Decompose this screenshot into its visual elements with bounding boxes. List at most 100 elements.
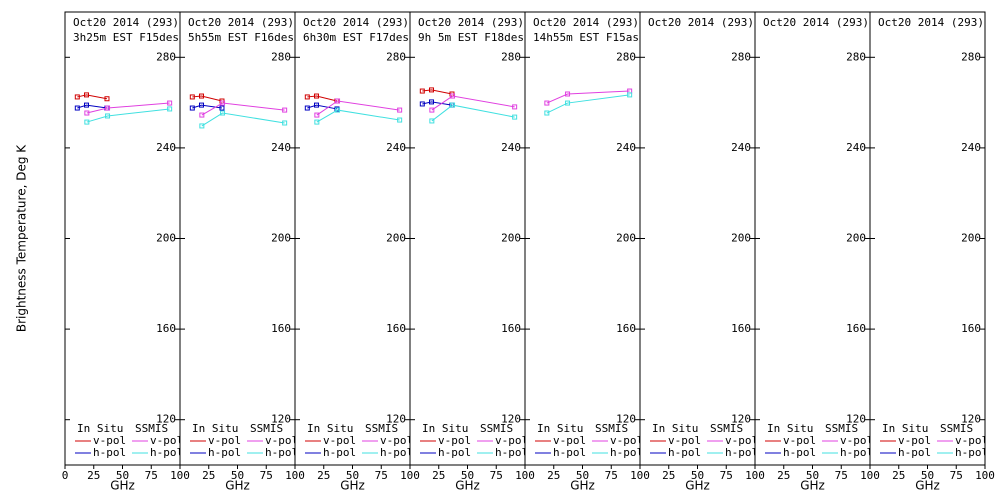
point-marker	[304, 105, 310, 111]
point-marker	[397, 117, 403, 123]
panel-title: Oct20 2014 (293)	[763, 16, 869, 29]
legend-header: In Situ	[192, 422, 238, 435]
series-line	[192, 95, 223, 102]
point-marker	[199, 102, 205, 108]
y-tick-label: 200	[386, 232, 406, 245]
point-marker	[429, 107, 435, 113]
series-line	[546, 90, 630, 104]
point-marker	[512, 114, 518, 120]
series-line	[77, 104, 108, 109]
legend-label: h-pol	[380, 446, 413, 459]
legend-label: v-pol	[955, 434, 988, 447]
point-marker	[314, 93, 320, 99]
panel: Oct20 2014 (293) 120 160 200 240 280 In Situ SS…	[648, 16, 758, 459]
y-tick-label: 200	[271, 232, 291, 245]
y-tick-label: 160	[386, 322, 406, 335]
y-tick-label: 280	[961, 50, 981, 63]
y-tick-label: 200	[156, 232, 176, 245]
legend-label: v-pol	[610, 434, 643, 447]
series-line	[422, 101, 453, 106]
point-marker	[199, 93, 205, 99]
panel: Oct20 2014 (293) 120 160 200 240 280 In Situ SS…	[763, 16, 873, 459]
point-marker	[105, 105, 111, 111]
x-tick-label: 50	[346, 469, 359, 482]
panel-title: Oct20 2014 (293)	[303, 16, 409, 29]
x-axis-label: GHz	[340, 479, 365, 493]
point-marker	[84, 119, 90, 125]
panel-title: Oct20 2014 (293)	[878, 16, 984, 29]
x-tick-label: 25	[202, 469, 215, 482]
y-tick-label: 120	[386, 413, 406, 426]
x-tick-label: 25	[777, 469, 790, 482]
point-marker	[419, 88, 425, 94]
point-marker	[282, 120, 288, 126]
series-line	[307, 95, 338, 102]
legend-header: In Situ	[537, 422, 583, 435]
legend-label: h-pol	[495, 446, 528, 459]
y-tick-label: 120	[156, 413, 176, 426]
panel: Oct20 2014 (293) 3h25m EST F15des 120 160 20…	[73, 16, 183, 459]
series-line	[201, 112, 285, 127]
legend-label: h-pol	[783, 446, 816, 459]
point-marker	[199, 123, 205, 129]
legend-label: h-pol	[898, 446, 931, 459]
legend-header: SSMIS	[595, 422, 628, 435]
point-marker	[74, 94, 80, 100]
panel: Oct20 2014 (293) 9h 5m EST F18des 120 160 20…	[418, 16, 528, 459]
point-marker	[314, 112, 320, 118]
point-marker	[429, 87, 435, 93]
x-tick-label: 100	[860, 469, 880, 482]
x-tick-label: 25	[547, 469, 560, 482]
y-tick-label: 240	[731, 141, 751, 154]
y-tick-label: 120	[271, 413, 291, 426]
legend-label: v-pol	[553, 434, 586, 447]
x-tick-label: 75	[145, 469, 158, 482]
legend-header: SSMIS	[940, 422, 973, 435]
y-tick-label: 240	[501, 141, 521, 154]
y-tick-label: 160	[156, 322, 176, 335]
legend-header: SSMIS	[825, 422, 858, 435]
legend-header: In Situ	[882, 422, 928, 435]
y-tick-label: 280	[271, 50, 291, 63]
panel-title: Oct20 2014 (293)	[188, 16, 294, 29]
point-marker	[429, 118, 435, 124]
panel-subtitle: 6h30m EST F17des	[303, 31, 409, 44]
point-marker	[314, 119, 320, 125]
y-tick-label: 160	[616, 322, 636, 335]
x-tick-label: 100	[285, 469, 305, 482]
x-tick-label: 75	[375, 469, 388, 482]
point-marker	[220, 100, 226, 106]
legend-label: h-pol	[955, 446, 988, 459]
point-marker	[304, 94, 310, 100]
point-marker	[544, 100, 550, 106]
y-axis-label: Brightness Temperature, Deg K	[15, 144, 29, 332]
legend-label: v-pol	[150, 434, 183, 447]
y-tick-label: 240	[156, 141, 176, 154]
legend-header: SSMIS	[365, 422, 398, 435]
legend-header: In Situ	[307, 422, 353, 435]
legend-label: h-pol	[725, 446, 758, 459]
legend-label: v-pol	[840, 434, 873, 447]
legend-label: v-pol	[208, 434, 241, 447]
x-axis-label: GHz	[915, 479, 940, 493]
y-tick-label: 200	[501, 232, 521, 245]
legend-label: h-pol	[265, 446, 298, 459]
y-tick-label: 120	[616, 413, 636, 426]
panel-subtitle: 9h 5m EST F18des	[418, 31, 524, 44]
point-marker	[335, 107, 341, 113]
x-tick-label: 50	[461, 469, 474, 482]
point-marker	[450, 93, 456, 99]
x-tick-label: 50	[691, 469, 704, 482]
x-tick-label: 75	[490, 469, 503, 482]
x-axis-label: GHz	[455, 479, 480, 493]
legend-header: SSMIS	[250, 422, 283, 435]
point-marker	[565, 100, 571, 106]
y-tick-label: 200	[731, 232, 751, 245]
series-line	[546, 94, 630, 114]
y-tick-label: 200	[961, 232, 981, 245]
series-line	[86, 108, 170, 123]
x-tick-label: 75	[835, 469, 848, 482]
point-marker	[335, 98, 341, 104]
legend-label: v-pol	[725, 434, 758, 447]
